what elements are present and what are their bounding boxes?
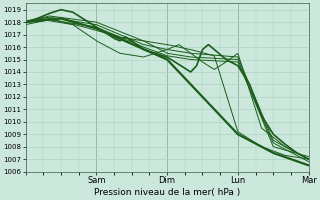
X-axis label: Pression niveau de la mer( hPa ): Pression niveau de la mer( hPa ) bbox=[94, 188, 240, 197]
